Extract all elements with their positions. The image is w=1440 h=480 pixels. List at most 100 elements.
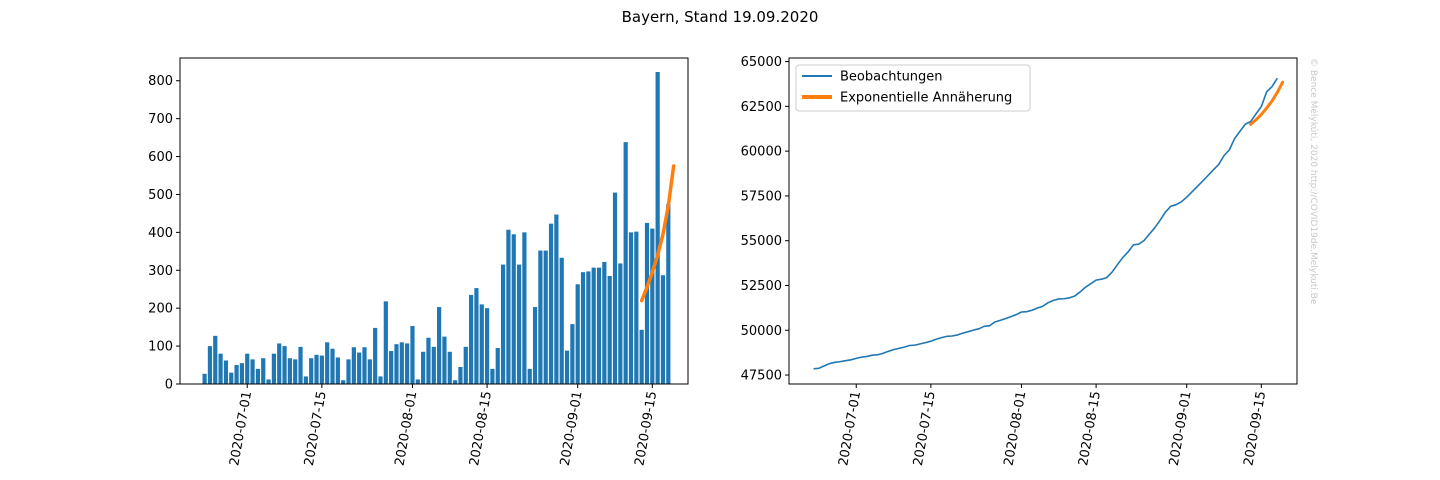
x-tick-label: 2020-09-01: [558, 390, 586, 467]
right-line-chart: 47500 50000 52500 55000 57500 60000 62500 65000…: [741, 55, 1298, 467]
daily-case-bar: [383, 301, 388, 384]
daily-case-bar: [431, 346, 436, 384]
left-y-axis: 0 100 200 300 400 500 600 700 800: [148, 74, 180, 393]
daily-case-bar: [437, 307, 442, 384]
daily-case-bar: [442, 336, 447, 384]
daily-case-bar: [463, 346, 468, 384]
x-tick-label: 2020-07-01: [227, 390, 255, 467]
legend-label-exponentielle: Exponentielle Annäherung: [840, 91, 1012, 106]
exponentielle-annaeherung-line: [1249, 80, 1285, 126]
daily-case-bar: [511, 234, 516, 384]
daily-case-bar: [319, 355, 324, 384]
daily-case-bar: [207, 346, 213, 384]
daily-case-bar: [564, 350, 570, 384]
legend-label-beobachtungen: Beobachtungen: [840, 70, 943, 85]
y-tick-label: 0: [165, 378, 173, 393]
left-x-axis: 2020-07-01 2020-07-15 2020-08-01 2020-08-15…: [227, 384, 660, 467]
daily-case-bar: [250, 359, 255, 384]
x-tick-label: 2020-07-01: [836, 390, 864, 467]
daily-case-bar: [607, 275, 612, 384]
y-tick-label: 52500: [741, 279, 782, 294]
daily-case-bar: [362, 347, 367, 384]
daily-case-bar: [213, 335, 218, 384]
daily-case-bar: [532, 307, 538, 384]
daily-case-bar: [634, 231, 639, 384]
y-tick-label: 65000: [741, 55, 782, 70]
right-y-axis: 47500 50000 52500 55000 57500 60000 62500 65000: [741, 55, 789, 384]
daily-case-bar: [367, 359, 372, 384]
daily-case-bar: [618, 263, 623, 384]
daily-case-bar: [591, 267, 596, 384]
y-tick-label: 47500: [741, 369, 782, 384]
daily-case-bar: [202, 373, 207, 384]
daily-case-bar: [650, 228, 655, 384]
daily-case-bar: [293, 359, 298, 384]
daily-case-bar: [655, 72, 660, 384]
daily-case-bar: [255, 368, 260, 384]
daily-case-bar: [335, 357, 340, 384]
daily-case-bar: [495, 347, 500, 384]
daily-case-bar: [277, 343, 282, 384]
daily-case-bar: [261, 358, 266, 384]
daily-case-bar: [543, 250, 548, 384]
daily-case-bar: [394, 344, 399, 384]
y-tick-label: 100: [148, 340, 173, 355]
y-tick-label: 600: [148, 150, 173, 165]
daily-case-bar: [245, 353, 250, 384]
daily-case-bar: [426, 337, 431, 384]
x-tick-label: 2020-08-15: [1076, 390, 1104, 467]
y-tick-label: 300: [148, 264, 173, 279]
daily-case-bar: [538, 250, 543, 384]
daily-case-bar: [453, 380, 458, 384]
daily-case-bar: [548, 223, 554, 384]
daily-case-bar: [644, 222, 650, 384]
right-series-lines: [813, 77, 1285, 370]
y-tick-label: 60000: [741, 145, 782, 160]
x-tick-label: 2020-07-15: [302, 390, 330, 467]
daily-case-bar: [309, 358, 314, 384]
daily-case-bar: [596, 267, 602, 384]
daily-cases-bars: [202, 72, 671, 384]
daily-case-bar: [415, 379, 420, 384]
daily-case-bar: [389, 351, 394, 384]
daily-case-bar: [522, 232, 527, 384]
daily-case-bar: [586, 271, 591, 384]
left-axes-frame: [179, 57, 689, 385]
daily-case-bar: [527, 368, 532, 384]
daily-case-bar: [223, 360, 229, 384]
daily-case-bar: [516, 264, 522, 384]
daily-case-bar: [410, 326, 415, 384]
x-tick-label: 2020-09-15: [632, 390, 660, 467]
daily-case-bar: [341, 380, 346, 384]
daily-case-bar: [447, 351, 452, 384]
daily-case-bar: [346, 359, 351, 384]
x-tick-label: 2020-07-15: [911, 390, 939, 467]
daily-case-bar: [506, 229, 511, 384]
daily-case-bar: [325, 342, 330, 384]
daily-case-bar: [666, 203, 671, 384]
x-tick-label: 2020-09-01: [1167, 390, 1195, 467]
y-tick-label: 62500: [741, 100, 782, 115]
daily-case-bar: [484, 308, 490, 384]
daily-case-bar: [474, 288, 479, 384]
left-fit-line: [639, 164, 676, 303]
daily-case-bar: [490, 368, 495, 384]
daily-case-bar: [612, 192, 618, 384]
y-tick-label: 50000: [741, 324, 782, 339]
x-tick-label: 2020-08-01: [393, 390, 421, 467]
daily-case-bar: [458, 366, 463, 384]
beobachtungen-line: [813, 77, 1278, 370]
daily-case-bar: [500, 264, 506, 384]
figure-suptitle: Bayern, Stand 19.09.2020: [622, 8, 819, 26]
daily-case-bar: [266, 379, 271, 384]
daily-case-bar: [218, 353, 223, 384]
daily-case-bar: [330, 348, 335, 384]
daily-case-bar: [357, 352, 362, 384]
copyright-watermark: © Bence Mélykúti, 2020 http://COVID19de.…: [1308, 58, 1319, 305]
right-x-axis: 2020-07-01 2020-07-15 2020-08-01 2020-08-15…: [836, 384, 1269, 467]
daily-case-bar: [639, 329, 644, 384]
y-tick-label: 800: [148, 74, 173, 89]
daily-case-bar: [469, 294, 474, 384]
x-tick-label: 2020-09-15: [1241, 390, 1269, 467]
